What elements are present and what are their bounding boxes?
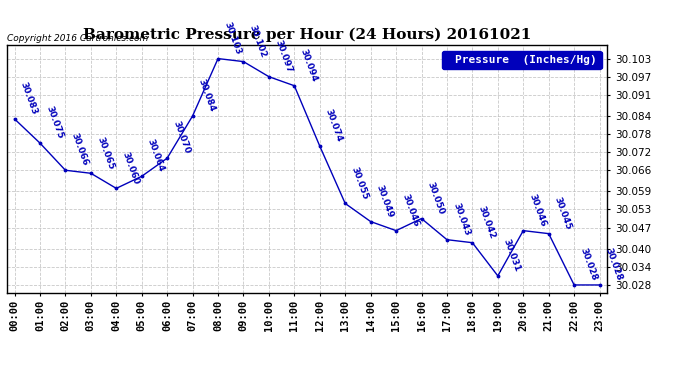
- Text: 30.031: 30.031: [502, 238, 522, 273]
- Text: 30.028: 30.028: [604, 247, 624, 282]
- Text: 30.064: 30.064: [146, 138, 166, 174]
- Text: 30.074: 30.074: [324, 108, 344, 143]
- Text: 30.103: 30.103: [222, 20, 242, 56]
- Text: 30.083: 30.083: [19, 81, 39, 116]
- Text: 30.049: 30.049: [375, 183, 395, 219]
- Text: 30.046: 30.046: [400, 192, 420, 228]
- Text: 30.050: 30.050: [426, 180, 446, 216]
- Text: 30.065: 30.065: [95, 135, 115, 171]
- Text: 30.028: 30.028: [578, 247, 598, 282]
- Text: Copyright 2016 Cartronics.com: Copyright 2016 Cartronics.com: [7, 33, 148, 42]
- Title: Barometric Pressure per Hour (24 Hours) 20161021: Barometric Pressure per Hour (24 Hours) …: [83, 28, 531, 42]
- Text: 30.055: 30.055: [349, 165, 370, 201]
- Legend: Pressure  (Inches/Hg): Pressure (Inches/Hg): [442, 51, 602, 69]
- Text: 30.070: 30.070: [171, 120, 192, 155]
- Text: 30.060: 30.060: [121, 150, 141, 186]
- Text: 30.094: 30.094: [299, 47, 319, 83]
- Text: 30.042: 30.042: [477, 204, 497, 240]
- Text: 30.084: 30.084: [197, 78, 217, 113]
- Text: 30.097: 30.097: [273, 38, 293, 74]
- Text: 30.043: 30.043: [451, 201, 471, 237]
- Text: 30.046: 30.046: [527, 192, 548, 228]
- Text: 30.102: 30.102: [248, 24, 268, 59]
- Text: 30.066: 30.066: [70, 132, 90, 168]
- Text: 30.075: 30.075: [44, 105, 64, 140]
- Text: 30.045: 30.045: [553, 195, 573, 231]
